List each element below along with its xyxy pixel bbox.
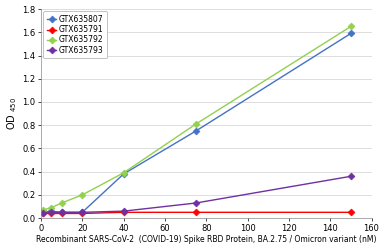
Line: GTX635792: GTX635792 — [40, 24, 353, 212]
GTX635792 — [194, 122, 198, 126]
GTX635791 — [49, 212, 54, 215]
GTX635793 — [59, 211, 64, 214]
Legend: GTX635807, GTX635791, GTX635792, GTX635793: GTX635807, GTX635791, GTX635792, GTX6357… — [43, 11, 107, 58]
GTX635793 — [41, 212, 45, 215]
GTX635807 — [121, 172, 126, 176]
GTX635791 — [41, 212, 45, 215]
GTX635791 — [80, 212, 85, 215]
Line: GTX635793: GTX635793 — [40, 174, 353, 216]
GTX635793 — [348, 175, 353, 178]
GTX635792 — [80, 194, 85, 196]
GTX635807 — [49, 210, 54, 213]
GTX635792 — [49, 206, 54, 209]
GTX635791 — [194, 211, 198, 214]
GTX635793 — [49, 211, 54, 214]
GTX635791 — [121, 211, 126, 214]
Line: GTX635807: GTX635807 — [40, 31, 353, 215]
GTX635792 — [59, 202, 64, 204]
Line: GTX635791: GTX635791 — [40, 210, 353, 216]
X-axis label: Recombinant SARS-CoV-2  (COVID-19) Spike RBD Protein, BA.2.75 / Omicron variant : Recombinant SARS-CoV-2 (COVID-19) Spike … — [36, 236, 377, 244]
GTX635793 — [80, 211, 85, 214]
GTX635792 — [348, 25, 353, 28]
GTX635791 — [59, 212, 64, 215]
GTX635792 — [121, 171, 126, 174]
GTX635793 — [121, 210, 126, 213]
Y-axis label: OD $_{450}$: OD $_{450}$ — [5, 97, 19, 130]
GTX635793 — [194, 202, 198, 204]
GTX635807 — [348, 32, 353, 35]
GTX635791 — [348, 211, 353, 214]
GTX635807 — [41, 211, 45, 214]
GTX635807 — [80, 211, 85, 214]
GTX635792 — [41, 208, 45, 212]
GTX635807 — [194, 130, 198, 132]
GTX635807 — [59, 211, 64, 214]
